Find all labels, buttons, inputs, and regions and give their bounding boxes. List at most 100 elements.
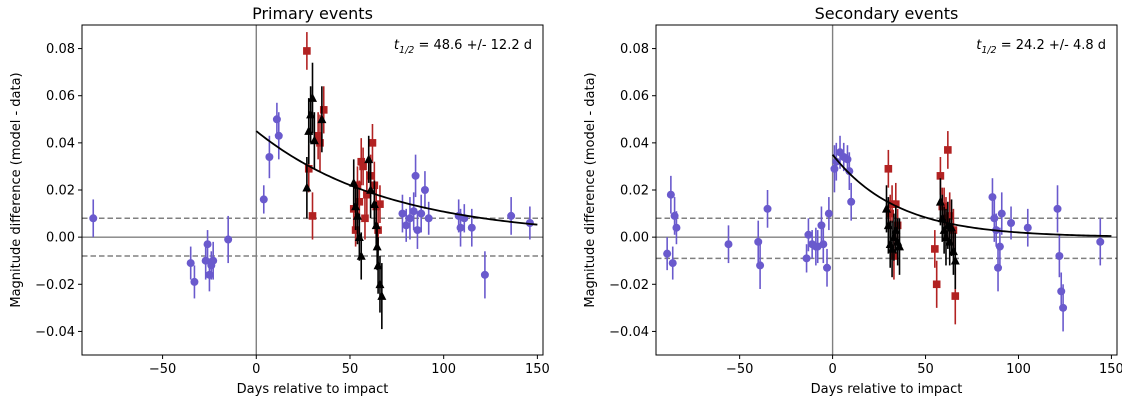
secondary-data-point (817, 221, 826, 230)
primary-data-point (359, 162, 367, 171)
primary-data-point (456, 223, 465, 232)
primary-chart-title: Primary events (252, 4, 373, 23)
secondary-x-tick-label: 100 (1006, 362, 1031, 377)
secondary-x-tick-label: 0 (828, 362, 836, 377)
secondary-data-point (995, 242, 1004, 251)
primary-x-tick-label: 50 (342, 362, 359, 377)
primary-data-point (224, 235, 233, 244)
primary-x-tick-label: 0 (252, 362, 260, 377)
secondary-data-point (884, 164, 893, 173)
primary-data-point (190, 277, 199, 286)
secondary-data-point (668, 259, 677, 268)
primary-series-triangle (302, 62, 387, 330)
primary-x-tick-label: 150 (525, 362, 550, 377)
primary-data-point (259, 195, 268, 204)
primary-data-point (205, 270, 214, 279)
secondary-data-point (756, 261, 765, 270)
secondary-data-point (1059, 303, 1068, 312)
secondary-data-point (932, 280, 941, 289)
primary-data-point (209, 256, 218, 265)
primary-data-point (314, 131, 322, 140)
secondary-data-point (951, 292, 960, 300)
primary-data-point (376, 200, 384, 208)
primary-data-point (424, 214, 433, 223)
secondary-data-point (670, 211, 679, 220)
primary-data-point (274, 131, 283, 140)
primary-y-tick-label: −0.04 (35, 325, 75, 340)
primary-half-life-annotation: t1/2 = 48.6 +/- 12.2 d (394, 38, 532, 56)
primary-data-point (413, 226, 422, 235)
secondary-data-point (763, 204, 772, 213)
secondary-x-tick-label: −50 (726, 362, 753, 377)
primary-y-tick-label: −0.02 (35, 278, 75, 293)
secondary-data-point (724, 240, 733, 249)
secondary-data-point (997, 209, 1006, 218)
secondary-y-tick-label: 0.04 (620, 136, 649, 151)
primary-data-point (420, 186, 429, 194)
primary-data-point (309, 135, 319, 145)
secondary-data-point (847, 197, 856, 206)
primary-data-point (371, 220, 381, 230)
secondary-y-tick-label: 0.08 (620, 42, 649, 57)
primary-x-tick-label: −50 (149, 362, 176, 377)
primary-y-tick-label: 0.00 (46, 231, 75, 246)
secondary-series-triangle (882, 178, 960, 289)
secondary-fit-curve (831, 154, 1112, 237)
primary-data-point (377, 291, 387, 300)
secondary-data-point (988, 193, 997, 202)
primary-data-point (356, 251, 366, 260)
primary-y-tick-label: 0.08 (46, 42, 75, 57)
primary-data-point (411, 171, 420, 180)
primary-y-tick-label: 0.06 (46, 89, 75, 104)
secondary-y-tick-label: −0.02 (609, 278, 649, 293)
primary-data-point (355, 197, 364, 206)
secondary-x-tick-label: 150 (1099, 362, 1122, 377)
primary-data-point (319, 106, 328, 114)
secondary-y-tick-label: −0.04 (609, 325, 649, 340)
primary-chart: −50 0 50 100 150 −0.04 −0.02 0.00 0.02 0.04 0.06 0.… (9, 4, 550, 397)
primary-data-point (203, 240, 212, 249)
secondary-data-point (950, 255, 960, 265)
secondary-data-point (1007, 219, 1016, 227)
primary-data-point (467, 223, 476, 232)
secondary-x-tick-label: 50 (917, 362, 934, 377)
secondary-data-point (1053, 204, 1062, 213)
primary-data-point (364, 154, 374, 164)
secondary-data-point (990, 214, 999, 223)
secondary-y-axis-label: Magnitude difference (model - data) (583, 72, 598, 307)
primary-data-point (357, 157, 366, 166)
secondary-data-point (845, 167, 854, 176)
secondary-data-point (830, 164, 839, 173)
primary-data-point (409, 207, 418, 216)
secondary-x-axis-label: Days relative to impact (811, 382, 963, 397)
secondary-data-point (819, 240, 828, 249)
secondary-data-point (1023, 223, 1032, 232)
primary-data-point (272, 115, 281, 124)
primary-data-point (402, 221, 411, 230)
primary-data-point (363, 190, 371, 199)
primary-data-point (361, 214, 369, 223)
primary-x-tick-label: 100 (431, 362, 456, 377)
secondary-y-tick-label: 0.00 (620, 231, 649, 246)
primary-data-point (265, 153, 274, 161)
secondary-data-point (1096, 237, 1105, 246)
primary-data-point (372, 241, 382, 251)
primary-data-point (316, 139, 324, 147)
primary-data-point (201, 256, 210, 265)
secondary-data-point (931, 245, 939, 253)
primary-data-point (405, 214, 414, 223)
secondary-data-point (823, 263, 832, 272)
primary-data-point (374, 226, 382, 234)
primary-data-point (303, 47, 311, 55)
secondary-data-point (994, 263, 1003, 272)
secondary-data-point (824, 209, 833, 218)
primary-y-tick-label: 0.04 (46, 136, 75, 151)
primary-data-point (308, 93, 317, 102)
secondary-data-point (663, 249, 672, 258)
secondary-data-point (666, 190, 675, 199)
primary-data-point (507, 211, 516, 220)
secondary-data-point (891, 200, 900, 208)
secondary-data-point (945, 212, 954, 220)
secondary-data-point (1057, 287, 1066, 296)
secondary-data-point (804, 230, 813, 239)
